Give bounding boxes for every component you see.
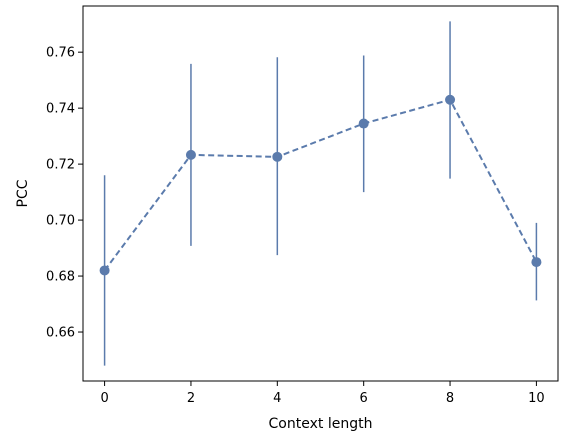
data-point <box>272 151 283 162</box>
data-point <box>185 149 196 160</box>
x-tick-label: 2 <box>187 391 195 406</box>
x-axis-label: Context length <box>269 416 373 432</box>
y-tick-label: 0.74 <box>46 102 75 117</box>
x-tick-label: 8 <box>446 391 454 406</box>
y-tick-label: 0.76 <box>46 46 75 61</box>
data-point <box>99 265 110 276</box>
y-axis-ticks: 0.66 0.68 0.70 0.72 0.74 0.76 <box>46 46 83 341</box>
y-tick-label: 0.72 <box>46 158 75 173</box>
y-tick-label: 0.68 <box>46 270 75 285</box>
y-axis-label: PCC <box>15 179 31 207</box>
x-tick-label: 10 <box>528 391 545 406</box>
data-point <box>358 118 369 129</box>
x-tick-label: 6 <box>360 391 368 406</box>
y-tick-label: 0.66 <box>46 326 75 341</box>
x-tick-label: 0 <box>100 391 108 406</box>
x-axis-ticks: 0 2 4 6 8 10 <box>100 381 545 406</box>
x-tick-label: 4 <box>273 391 281 406</box>
plot-content <box>99 21 542 366</box>
plot-frame <box>82 5 559 382</box>
y-tick-label: 0.70 <box>46 214 75 229</box>
data-point <box>531 257 542 268</box>
data-point <box>445 94 456 105</box>
series-line <box>103 98 538 272</box>
